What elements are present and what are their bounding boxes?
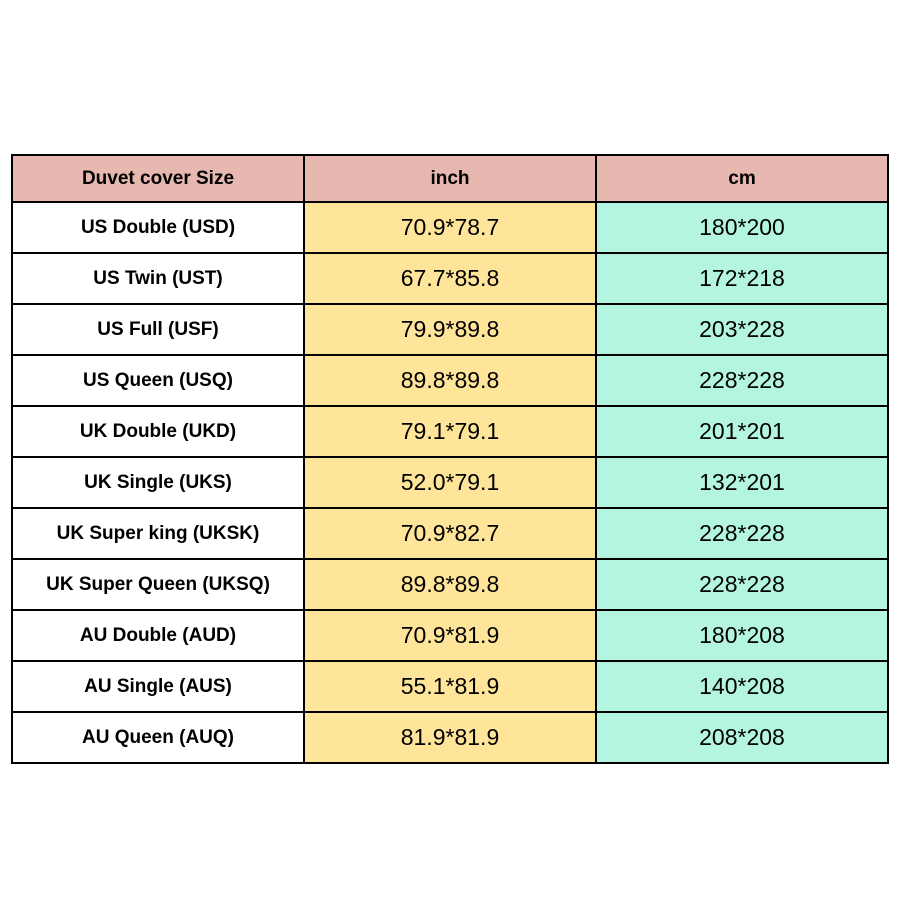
cm-cell: 228*228 bbox=[595, 507, 889, 560]
inch-cell: 89.8*89.8 bbox=[303, 354, 597, 407]
cm-cell: 180*200 bbox=[595, 201, 889, 254]
table-row: UK Super Queen (UKSQ) 89.8*89.8 228*228 bbox=[11, 558, 889, 611]
table-row: AU Queen (AUQ) 81.9*81.9 208*208 bbox=[11, 711, 889, 764]
table-row: UK Single (UKS) 52.0*79.1 132*201 bbox=[11, 456, 889, 509]
table-row: US Double (USD) 70.9*78.7 180*200 bbox=[11, 201, 889, 254]
inch-cell: 70.9*78.7 bbox=[303, 201, 597, 254]
inch-cell: 81.9*81.9 bbox=[303, 711, 597, 764]
inch-cell: 70.9*81.9 bbox=[303, 609, 597, 662]
size-cell: US Full (USF) bbox=[11, 303, 305, 356]
cm-cell: 180*208 bbox=[595, 609, 889, 662]
cm-cell: 228*228 bbox=[595, 354, 889, 407]
header-size: Duvet cover Size bbox=[11, 154, 305, 203]
table-row: AU Double (AUD) 70.9*81.9 180*208 bbox=[11, 609, 889, 662]
inch-cell: 79.1*79.1 bbox=[303, 405, 597, 458]
size-cell: AU Queen (AUQ) bbox=[11, 711, 305, 764]
inch-cell: 79.9*89.8 bbox=[303, 303, 597, 356]
cm-cell: 201*201 bbox=[595, 405, 889, 458]
table-row: UK Double (UKD) 79.1*79.1 201*201 bbox=[11, 405, 889, 458]
inch-cell: 52.0*79.1 bbox=[303, 456, 597, 509]
inch-cell: 67.7*85.8 bbox=[303, 252, 597, 305]
table-row: AU Single (AUS) 55.1*81.9 140*208 bbox=[11, 660, 889, 713]
table-row: US Queen (USQ) 89.8*89.8 228*228 bbox=[11, 354, 889, 407]
size-cell: UK Single (UKS) bbox=[11, 456, 305, 509]
size-cell: US Queen (USQ) bbox=[11, 354, 305, 407]
cm-cell: 228*228 bbox=[595, 558, 889, 611]
header-row: Duvet cover Size inch cm bbox=[11, 154, 889, 203]
cm-cell: 140*208 bbox=[595, 660, 889, 713]
table-row: UK Super king (UKSK) 70.9*82.7 228*228 bbox=[11, 507, 889, 560]
table-row: US Twin (UST) 67.7*85.8 172*218 bbox=[11, 252, 889, 305]
header-cm: cm bbox=[595, 154, 889, 203]
cm-cell: 172*218 bbox=[595, 252, 889, 305]
inch-cell: 89.8*89.8 bbox=[303, 558, 597, 611]
size-cell: AU Single (AUS) bbox=[11, 660, 305, 713]
size-cell: UK Super king (UKSK) bbox=[11, 507, 305, 560]
size-cell: AU Double (AUD) bbox=[11, 609, 305, 662]
duvet-size-table: Duvet cover Size inch cm US Double (USD)… bbox=[11, 154, 889, 764]
cm-cell: 132*201 bbox=[595, 456, 889, 509]
table-row: US Full (USF) 79.9*89.8 203*228 bbox=[11, 303, 889, 356]
inch-cell: 70.9*82.7 bbox=[303, 507, 597, 560]
size-cell: US Twin (UST) bbox=[11, 252, 305, 305]
cm-cell: 208*208 bbox=[595, 711, 889, 764]
size-cell: UK Double (UKD) bbox=[11, 405, 305, 458]
size-cell: US Double (USD) bbox=[11, 201, 305, 254]
header-inch: inch bbox=[303, 154, 597, 203]
cm-cell: 203*228 bbox=[595, 303, 889, 356]
inch-cell: 55.1*81.9 bbox=[303, 660, 597, 713]
size-cell: UK Super Queen (UKSQ) bbox=[11, 558, 305, 611]
